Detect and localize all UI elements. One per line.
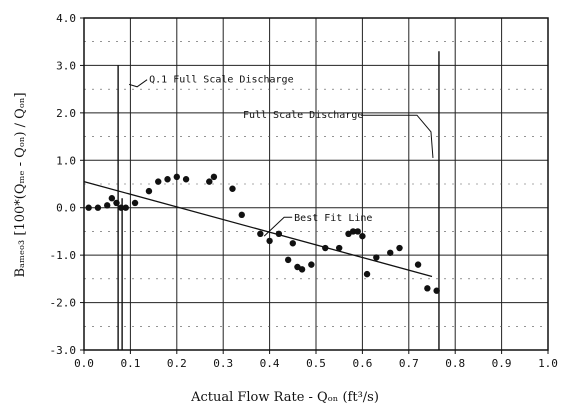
x-tick-label: 0.6 (352, 357, 372, 370)
best-fit-label: Best Fit Line (294, 213, 372, 224)
best-fit-leader (263, 216, 293, 237)
data-point (275, 230, 283, 237)
data-point (284, 256, 292, 264)
x-tick-labels: 0.0 0.1 0.2 0.3 0.4 0.5 0.6 0.7 0.8 0.9 1.0 (74, 357, 558, 370)
x-axis-title: Actual Flow Rate - Qₒₙ (ft³/s) (190, 390, 379, 405)
x-tick-label: 0.2 (167, 357, 187, 370)
data-point (424, 285, 431, 292)
data-point (117, 204, 125, 211)
y-axis-title: Bₐₘₑₒ₃ [100*(Qₘₑ - Qₒₙ) / Qₒₙ] (13, 92, 28, 277)
annotations: Q.1 Full Scale Discharge Full Scale Disch… (117, 51, 440, 350)
data-point (336, 244, 343, 252)
q1-discharge-leader (128, 79, 148, 88)
data-point (322, 244, 329, 252)
x-tick-label: 0.4 (260, 357, 280, 370)
data-point (155, 178, 162, 185)
y-tick-label: -3.0 (50, 344, 77, 357)
x-tick-label: 1.0 (538, 357, 558, 370)
data-point (108, 195, 116, 202)
y-tick-label: 1.0 (56, 154, 76, 167)
data-point (122, 204, 129, 211)
y-tick-label: -2.0 (50, 297, 77, 310)
data-point (131, 199, 139, 207)
full-discharge-label: Full Scale Discharge (243, 110, 363, 121)
data-point (206, 178, 213, 185)
data-point (414, 261, 422, 268)
data-point (94, 204, 102, 211)
data-point (182, 176, 190, 183)
y-tick-label: 2.0 (56, 107, 76, 120)
grid-lines (80, 17, 549, 354)
data-point (298, 266, 306, 273)
data-point (308, 261, 315, 268)
data-point (104, 202, 111, 209)
data-point (359, 232, 366, 240)
y-tick-label: -1.0 (50, 249, 77, 262)
y-tick-labels: 4.0 3.0 2.0 1.0 0.0 -1.0 -2.0 -3.0 (50, 12, 77, 357)
data-point (229, 185, 236, 192)
q1-discharge-label: Q.1 Full Scale Discharge (149, 75, 294, 86)
best-fit-line-layer (83, 181, 433, 278)
data-point (363, 270, 371, 278)
data-point (164, 176, 171, 183)
x-tick-label: 0.1 (120, 357, 140, 370)
data-point (238, 211, 245, 219)
data-point (354, 228, 361, 235)
x-tick-label: 0.5 (306, 357, 326, 370)
x-tick-label: 0.0 (74, 357, 94, 370)
data-point (173, 173, 180, 181)
data-point (349, 228, 357, 235)
data-point (257, 230, 264, 237)
data-point (85, 204, 92, 211)
plot-frame (83, 17, 549, 351)
data-point (145, 187, 153, 195)
data-point (396, 244, 403, 252)
x-tick-label: 0.7 (399, 357, 419, 370)
x-tick-label: 0.3 (213, 357, 233, 370)
y-tick-label: 4.0 (56, 12, 76, 25)
full-discharge-leader (360, 114, 434, 158)
data-point (289, 240, 296, 247)
data-point (210, 173, 218, 181)
x-tick-label: 0.9 (492, 357, 512, 370)
data-point (433, 287, 440, 294)
best-fit-line (83, 181, 433, 278)
data-point (373, 254, 380, 261)
data-point (113, 199, 120, 207)
x-tick-label: 0.8 (445, 357, 465, 370)
data-point (266, 237, 273, 245)
data-points (85, 173, 440, 294)
y-tick-label: 3.0 (56, 59, 76, 72)
y-tick-label: 0.0 (56, 202, 76, 215)
data-point (387, 249, 394, 256)
